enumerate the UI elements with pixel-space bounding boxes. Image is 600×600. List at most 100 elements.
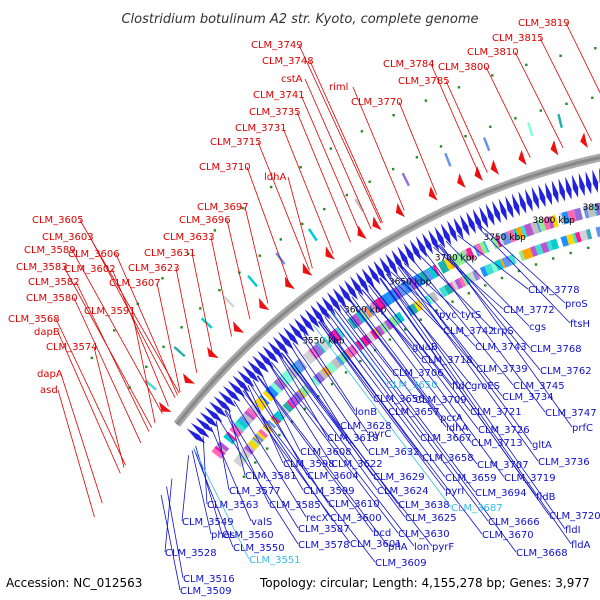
feature-dot	[270, 185, 273, 189]
reverse-gene-label: dapB	[34, 327, 60, 338]
reverse-gene-leader	[309, 60, 383, 223]
function-band-segment	[282, 401, 294, 413]
forward-gene-label: CLM_3560	[222, 530, 274, 541]
function-band-segment	[310, 376, 320, 387]
reverse-gene-label: CLM_3784	[383, 59, 435, 70]
function-band-segment	[482, 240, 490, 253]
forward-gene-leader	[249, 383, 329, 504]
forward-gene-label: cgs	[529, 322, 546, 333]
reverse-gene-labels: CLM_3819 CLM_3815 CLM_3810 CLM_3800 CLM_3749…	[8, 18, 570, 396]
forward-gene-arrow	[558, 178, 565, 202]
feature-dot	[180, 326, 183, 329]
forward-gene-leader	[348, 298, 447, 428]
reverse-gene-arrow	[457, 173, 466, 188]
function-band-segment	[523, 223, 535, 237]
forward-gene-leader	[439, 243, 573, 428]
function-band-segment	[530, 221, 540, 235]
function-band-segment	[318, 369, 328, 380]
forward-gene-label: CLM_3609	[375, 558, 427, 569]
forward-gene-label: guaB	[412, 342, 438, 353]
function-band-segment	[322, 336, 333, 348]
forward-gene-label: CLM_3658	[422, 453, 474, 464]
reverse-gene-leader	[565, 22, 600, 94]
forward-gene-label: pyc	[439, 310, 457, 321]
forward-gene-leader	[390, 271, 440, 315]
forward-gene-leader	[247, 385, 284, 464]
forward-gene-label: valS	[251, 517, 272, 528]
reverse-gene-leader	[111, 268, 169, 407]
feature-dot	[113, 329, 116, 332]
function-band-segment	[326, 334, 335, 346]
forward-gene-leader	[339, 304, 393, 373]
function-band-segment	[348, 344, 359, 356]
forward-gene-arrow	[571, 174, 579, 198]
forward-gene-leader	[445, 240, 530, 327]
feature-dot	[591, 96, 594, 99]
function-band-segment	[273, 379, 285, 391]
feature-dot	[500, 276, 504, 280]
function-band-segment	[364, 306, 373, 318]
function-band-segment	[535, 220, 542, 233]
forward-gene-leader	[383, 275, 572, 545]
function-band-segment	[326, 361, 338, 374]
forward-gene-leader	[242, 390, 376, 563]
forward-gene-arrow	[262, 345, 279, 364]
forward-gene-leader	[370, 283, 471, 412]
function-band-segment	[451, 280, 459, 291]
function-band-segment	[465, 248, 473, 261]
feature-dot	[344, 371, 348, 374]
forward-gene-label: CLM_3578	[298, 540, 350, 551]
forward-gene-leader	[319, 320, 483, 535]
forward-gene-label: CLM_3604	[307, 471, 359, 482]
forward-gene-leader	[386, 273, 566, 530]
kbp-tick-label: 3850 kbp	[583, 203, 600, 213]
forward-gene-label: CLM_3778	[528, 285, 580, 296]
kbp-tick-label: 3750 kbp	[483, 233, 526, 243]
function-band-segment	[520, 225, 528, 238]
forward-gene-arrow	[415, 236, 428, 258]
feature-dot	[569, 251, 572, 255]
forward-gene-arrow	[525, 188, 533, 212]
reverse-gene-leader	[514, 51, 564, 149]
forward-gene-leader	[364, 287, 505, 478]
reverse-gene-label: CLM_3605	[32, 215, 84, 226]
function-band-segment	[437, 259, 450, 274]
forward-gene-arrow	[195, 417, 214, 433]
feature-dot	[464, 135, 467, 138]
reverse-gene-leader	[131, 310, 156, 424]
forward-gene-label: CLM_3622	[331, 459, 383, 470]
kbp-tick-label: 3550 kbp	[302, 336, 345, 346]
feature-dot	[484, 284, 487, 287]
outer-gene-marker	[223, 295, 235, 308]
function-band-segment	[550, 214, 559, 228]
function-band-segment	[313, 371, 326, 385]
function-band-segment	[246, 443, 256, 452]
forward-gene-label: prfC	[572, 423, 593, 434]
function-band-segment	[463, 274, 471, 285]
function-band-segment	[475, 243, 485, 256]
feature-dot	[218, 289, 221, 292]
function-band-segment	[244, 410, 256, 421]
reverse-gene-arrow	[372, 216, 382, 231]
reverse-gene-leader	[210, 236, 232, 337]
forward-gene-arrow	[222, 385, 241, 402]
forward-gene-arrow	[208, 401, 227, 418]
forward-gene-arrow	[277, 331, 294, 350]
feature-dot	[279, 238, 282, 241]
forward-gene-leader	[160, 494, 181, 591]
accession-text: Accession: NC_012563	[6, 576, 142, 590]
forward-gene-arrow	[218, 390, 236, 407]
feature-dot	[451, 300, 454, 303]
forward-gene-arrow	[327, 292, 342, 312]
reverse-gene-label: CLM_3696	[179, 215, 231, 226]
function-band-segment	[327, 330, 340, 345]
function-band-segment	[458, 276, 467, 288]
map-title: Clostridium botulinum A2 str. Kyoto, com…	[121, 12, 478, 27]
feature-dot	[439, 145, 443, 148]
forward-gene-label: bcd	[373, 528, 391, 539]
forward-gene-leader	[418, 254, 494, 331]
forward-gene-arrow	[237, 370, 255, 388]
reverse-gene-leader	[445, 80, 488, 173]
forward-gene-leader	[193, 448, 234, 548]
forward-gene-label: CLM_3745	[513, 381, 565, 392]
